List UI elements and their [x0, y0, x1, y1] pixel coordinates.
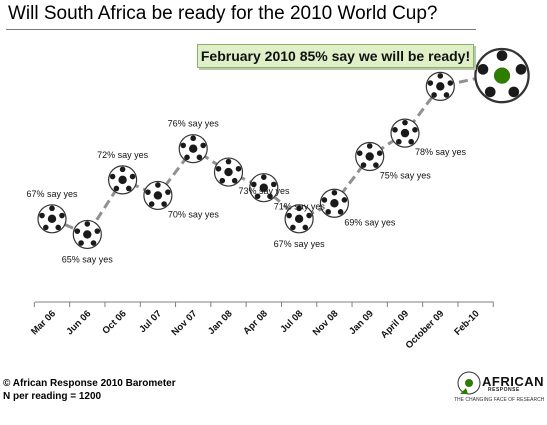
logo-soccer-ball-icon: [457, 371, 481, 395]
data-label: 65% say yes: [62, 254, 114, 264]
x-tick-label: Oct 06: [100, 308, 128, 336]
company-logo: AFRICAN RESPONSE THE CHANGING FACE OF RE…: [452, 368, 544, 404]
data-label: 75% say yes: [380, 171, 432, 181]
highlight-center: [494, 67, 510, 84]
data-label: 71% say yes: [274, 202, 326, 212]
title-divider: [6, 29, 476, 30]
soccer-ball-icon: [143, 180, 173, 211]
logo-subname: RESPONSE: [488, 387, 520, 393]
data-label: 73% say yes: [239, 186, 291, 196]
logo-tagline: THE CHANGING FACE OF RESEARCH: [454, 397, 545, 403]
data-point-soccer-ball-icon: [390, 118, 420, 148]
soccer-ball-icon: [390, 118, 420, 148]
data-label: 69% say yes: [344, 217, 396, 227]
x-tick-label: Jul 07: [137, 308, 164, 335]
soccer-ball-icon-large: [474, 47, 530, 104]
soccer-ball-icon: [213, 157, 244, 187]
x-tick-label: Nov 07: [170, 308, 200, 338]
data-label: 72% say yes: [97, 150, 149, 160]
soccer-ball-icon: [37, 204, 67, 234]
x-tick-label: Feb-10: [452, 308, 481, 337]
data-point-soccer-ball-icon: [37, 204, 67, 234]
data-point-soccer-ball-icon: [107, 165, 138, 195]
x-tick-label: Apr 08: [241, 308, 270, 337]
x-tick-label: Jun 06: [64, 308, 93, 337]
x-tick-label: Nov 08: [311, 308, 341, 338]
x-tick-label: Jul 08: [278, 308, 305, 335]
x-tick-label: April 09: [379, 308, 411, 340]
x-tick-label: October 09: [404, 308, 447, 351]
data-point-soccer-ball-icon: [213, 157, 244, 187]
data-label: 67% say yes: [26, 189, 78, 199]
data-label: 67% say yes: [274, 239, 326, 249]
soccer-ball-icon: [107, 165, 138, 195]
data-point-soccer-ball-icon: [72, 219, 102, 250]
logo-name: AFRICAN: [482, 374, 544, 389]
data-point-soccer-ball-icon: [178, 134, 208, 164]
data-label: 78% say yes: [415, 147, 467, 157]
data-point-soccer-ball-icon: [355, 141, 385, 172]
chart-title: Will South Africa be ready for the 2010 …: [8, 3, 438, 24]
data-label: 76% say yes: [168, 119, 220, 129]
footer-source: © African Response 2010 Barometer: [3, 378, 176, 389]
x-tick-label: Jan 08: [206, 308, 235, 337]
soccer-ball-icon: [178, 134, 208, 164]
x-tick-label: Jan 09: [347, 308, 376, 337]
callout-banner: February 2010 85% say we will be ready!: [197, 44, 474, 68]
data-point-soccer-ball-icon: [143, 180, 173, 211]
data-label: 70% say yes: [168, 209, 220, 219]
soccer-ball-icon: [72, 219, 102, 250]
data-point-soccer-ball-icon: [425, 71, 455, 101]
footer-sample-size: N per reading = 1200: [3, 391, 102, 402]
soccer-ball-icon: [355, 141, 385, 172]
x-tick-label: Mar 06: [29, 308, 58, 337]
soccer-ball-icon: [425, 71, 455, 101]
